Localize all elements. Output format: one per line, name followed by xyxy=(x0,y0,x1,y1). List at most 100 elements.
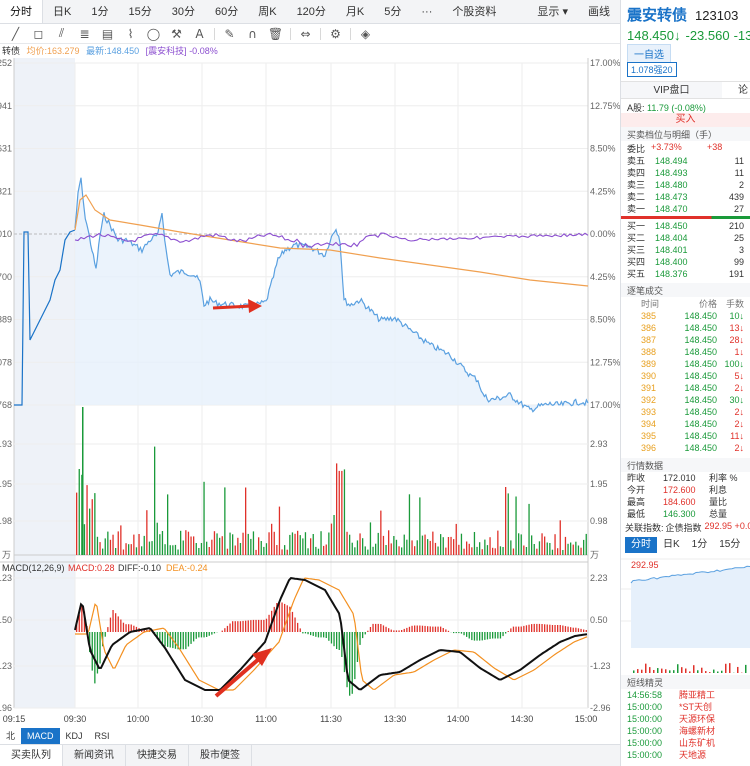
ask-level[interactable]: 卖三 148.480 2 xyxy=(621,179,750,191)
bottom-tab[interactable]: 买卖队列 xyxy=(0,745,63,766)
macd-histogram-bar xyxy=(492,632,494,639)
trade-volume: 28↓ xyxy=(729,335,744,345)
display-menu[interactable]: 显示 ▾ xyxy=(537,6,568,18)
period-tab[interactable]: 1分 xyxy=(91,6,109,18)
cycle-tool-icon[interactable]: ◯ xyxy=(146,26,161,41)
short-line-name: 腾亚精工 xyxy=(679,690,716,700)
toolbar-separator xyxy=(350,27,351,40)
macd-axis-label-right: 2.23 xyxy=(590,573,608,583)
bottom-tab[interactable]: 股市便签 xyxy=(189,745,252,766)
period-tab[interactable]: 周K xyxy=(258,6,277,18)
intraday-chart[interactable]: 252 17.00% 941 12.75% 631 8.50% 321 4.25% 010 0.0… xyxy=(0,0,620,744)
period-tab[interactable]: 5分 xyxy=(384,6,402,18)
wave-tool-icon[interactable]: ⌇ xyxy=(127,26,134,41)
ask-level[interactable]: 卖二 148.473 439 xyxy=(621,191,750,203)
period-tab[interactable]: 个股资料 xyxy=(452,6,497,18)
volume-bar xyxy=(154,446,156,555)
mini-chart-tab[interactable]: 1分 xyxy=(691,539,708,550)
period-tab[interactable]: 15分 xyxy=(128,6,152,18)
macd-histogram-bar xyxy=(531,624,533,632)
ask-level[interactable]: 卖四 148.493 11 xyxy=(621,167,750,179)
period-tab[interactable]: 分时 xyxy=(0,0,43,23)
short-line-time: 15:00:00 xyxy=(627,750,663,760)
indicator-tab[interactable]: KDJ xyxy=(65,731,83,741)
indicator-tab[interactable]: RSI xyxy=(94,731,110,741)
bid-level[interactable]: 买三 148.401 3 xyxy=(621,244,750,256)
bid-level[interactable]: 买四 148.400 99 xyxy=(621,256,750,268)
parallel-tool-icon[interactable]: ⫽ xyxy=(58,26,65,40)
macd-histogram-bar xyxy=(505,632,507,634)
macd-histogram-bar xyxy=(338,632,340,650)
trade-time: 390 xyxy=(641,371,657,381)
channel-tool-icon[interactable]: ▤ xyxy=(101,26,114,41)
indicator-tab[interactable]: 北 xyxy=(6,731,16,741)
mini-volume-bar xyxy=(661,668,663,673)
macd-histogram-bar xyxy=(489,632,491,639)
add-watchlist-button[interactable]: 一自选 xyxy=(627,44,671,63)
bid-level[interactable]: 买五 148.376 191 xyxy=(621,268,750,280)
macd-histogram-bar xyxy=(299,628,301,632)
bid-level[interactable]: 买二 148.404 25 xyxy=(621,232,750,244)
level-volume: 210 xyxy=(728,221,744,231)
stock-compare-line xyxy=(74,232,589,249)
bottom-tab[interactable]: 快捷交易 xyxy=(126,745,189,766)
discussion-tab[interactable]: 论 xyxy=(738,85,748,96)
volume-bar xyxy=(341,470,343,555)
related-index-name[interactable]: 企债指数 xyxy=(665,523,702,533)
vip-book-tab[interactable]: VIP盘口 xyxy=(621,82,722,98)
short-line-item[interactable]: 15:00:00 *ST天创 xyxy=(621,701,750,713)
short-line-item[interactable]: 15:00:00 山东矿机 xyxy=(621,737,750,749)
short-line-time: 15:00:00 xyxy=(627,738,663,748)
macd-histogram-bar xyxy=(434,626,437,632)
period-tab[interactable]: 月K xyxy=(345,6,365,18)
buy-button[interactable]: 买入 xyxy=(621,113,750,127)
gann-tool-icon[interactable]: ⚒ xyxy=(171,26,182,41)
macd-histogram-bar xyxy=(375,623,377,632)
ask-level[interactable]: 卖一 148.470 27 xyxy=(621,203,750,215)
volume-axis-label: 0.98 xyxy=(0,516,12,526)
period-tab[interactable]: 60分 xyxy=(214,6,239,18)
text-tool-icon[interactable]: A xyxy=(195,26,204,41)
mini-chart-tab[interactable]: 分时 xyxy=(625,537,657,553)
ask-level[interactable]: 卖五 148.494 11 xyxy=(621,155,750,167)
period-tab[interactable]: 30分 xyxy=(171,6,195,18)
short-line-item[interactable]: 15:00:00 天源环保 xyxy=(621,713,750,725)
macd-histogram-bar xyxy=(180,632,182,650)
period-tab[interactable]: ··· xyxy=(421,6,433,18)
ask-list: 卖五 148.494 11 卖四 148.493 11 卖三 148.480 2 卖二 148.47… xyxy=(621,155,750,215)
trade-time: 395 xyxy=(641,431,657,441)
macd-histogram-bar xyxy=(544,624,546,632)
layers-icon[interactable]: ◈ xyxy=(360,26,371,41)
indicator-tab[interactable]: MACD xyxy=(21,728,60,744)
bottom-tab[interactable]: 新闻资讯 xyxy=(63,745,126,766)
trash-icon[interactable]: 🗑 xyxy=(267,26,284,41)
macd-histogram-bar xyxy=(583,629,585,632)
level-volume: 3 xyxy=(738,245,744,255)
price-legend: 转债 均价:163.279 最新:148.450 [震安科技] -0.08% xyxy=(0,44,620,58)
fib-tool-icon[interactable]: ≣ xyxy=(79,26,90,41)
price-axis-label: 321 xyxy=(0,186,12,196)
rect-tool-icon[interactable]: ◻ xyxy=(33,26,44,41)
short-line-item[interactable]: 15:00:00 天地源 xyxy=(621,749,750,761)
bid-level[interactable]: 买一 148.450 210 xyxy=(621,220,750,232)
short-line-item[interactable]: 15:00:00 海螺新材 xyxy=(621,725,750,737)
macd-histogram-bar xyxy=(104,632,106,637)
time-axis-label: 09:30 xyxy=(64,714,87,724)
draw-line-button[interactable]: 画线 xyxy=(588,6,610,18)
macd-histogram-bar xyxy=(239,621,242,632)
macd-histogram-bar xyxy=(424,625,426,632)
magnet-icon[interactable]: ∩ xyxy=(248,26,257,41)
volume-bar xyxy=(177,549,179,555)
mini-chart-tab[interactable]: 15分 xyxy=(719,539,741,550)
mini-chart-tab[interactable]: 日K xyxy=(663,539,680,550)
short-line-item[interactable]: 14:56:58 腾亚精工 xyxy=(621,689,750,701)
pen-icon[interactable]: ✎ xyxy=(224,26,235,41)
period-tab[interactable]: 120分 xyxy=(296,6,326,18)
period-tab[interactable]: 日K xyxy=(53,6,72,18)
settings-icon[interactable]: ⚙ xyxy=(330,26,341,41)
volume-bar xyxy=(460,533,463,555)
mini-volume-bar xyxy=(653,669,655,673)
expand-icon[interactable]: ⇔ xyxy=(300,26,311,41)
line-tool-icon[interactable]: ╱ xyxy=(11,26,20,41)
volume-bar xyxy=(206,541,208,555)
